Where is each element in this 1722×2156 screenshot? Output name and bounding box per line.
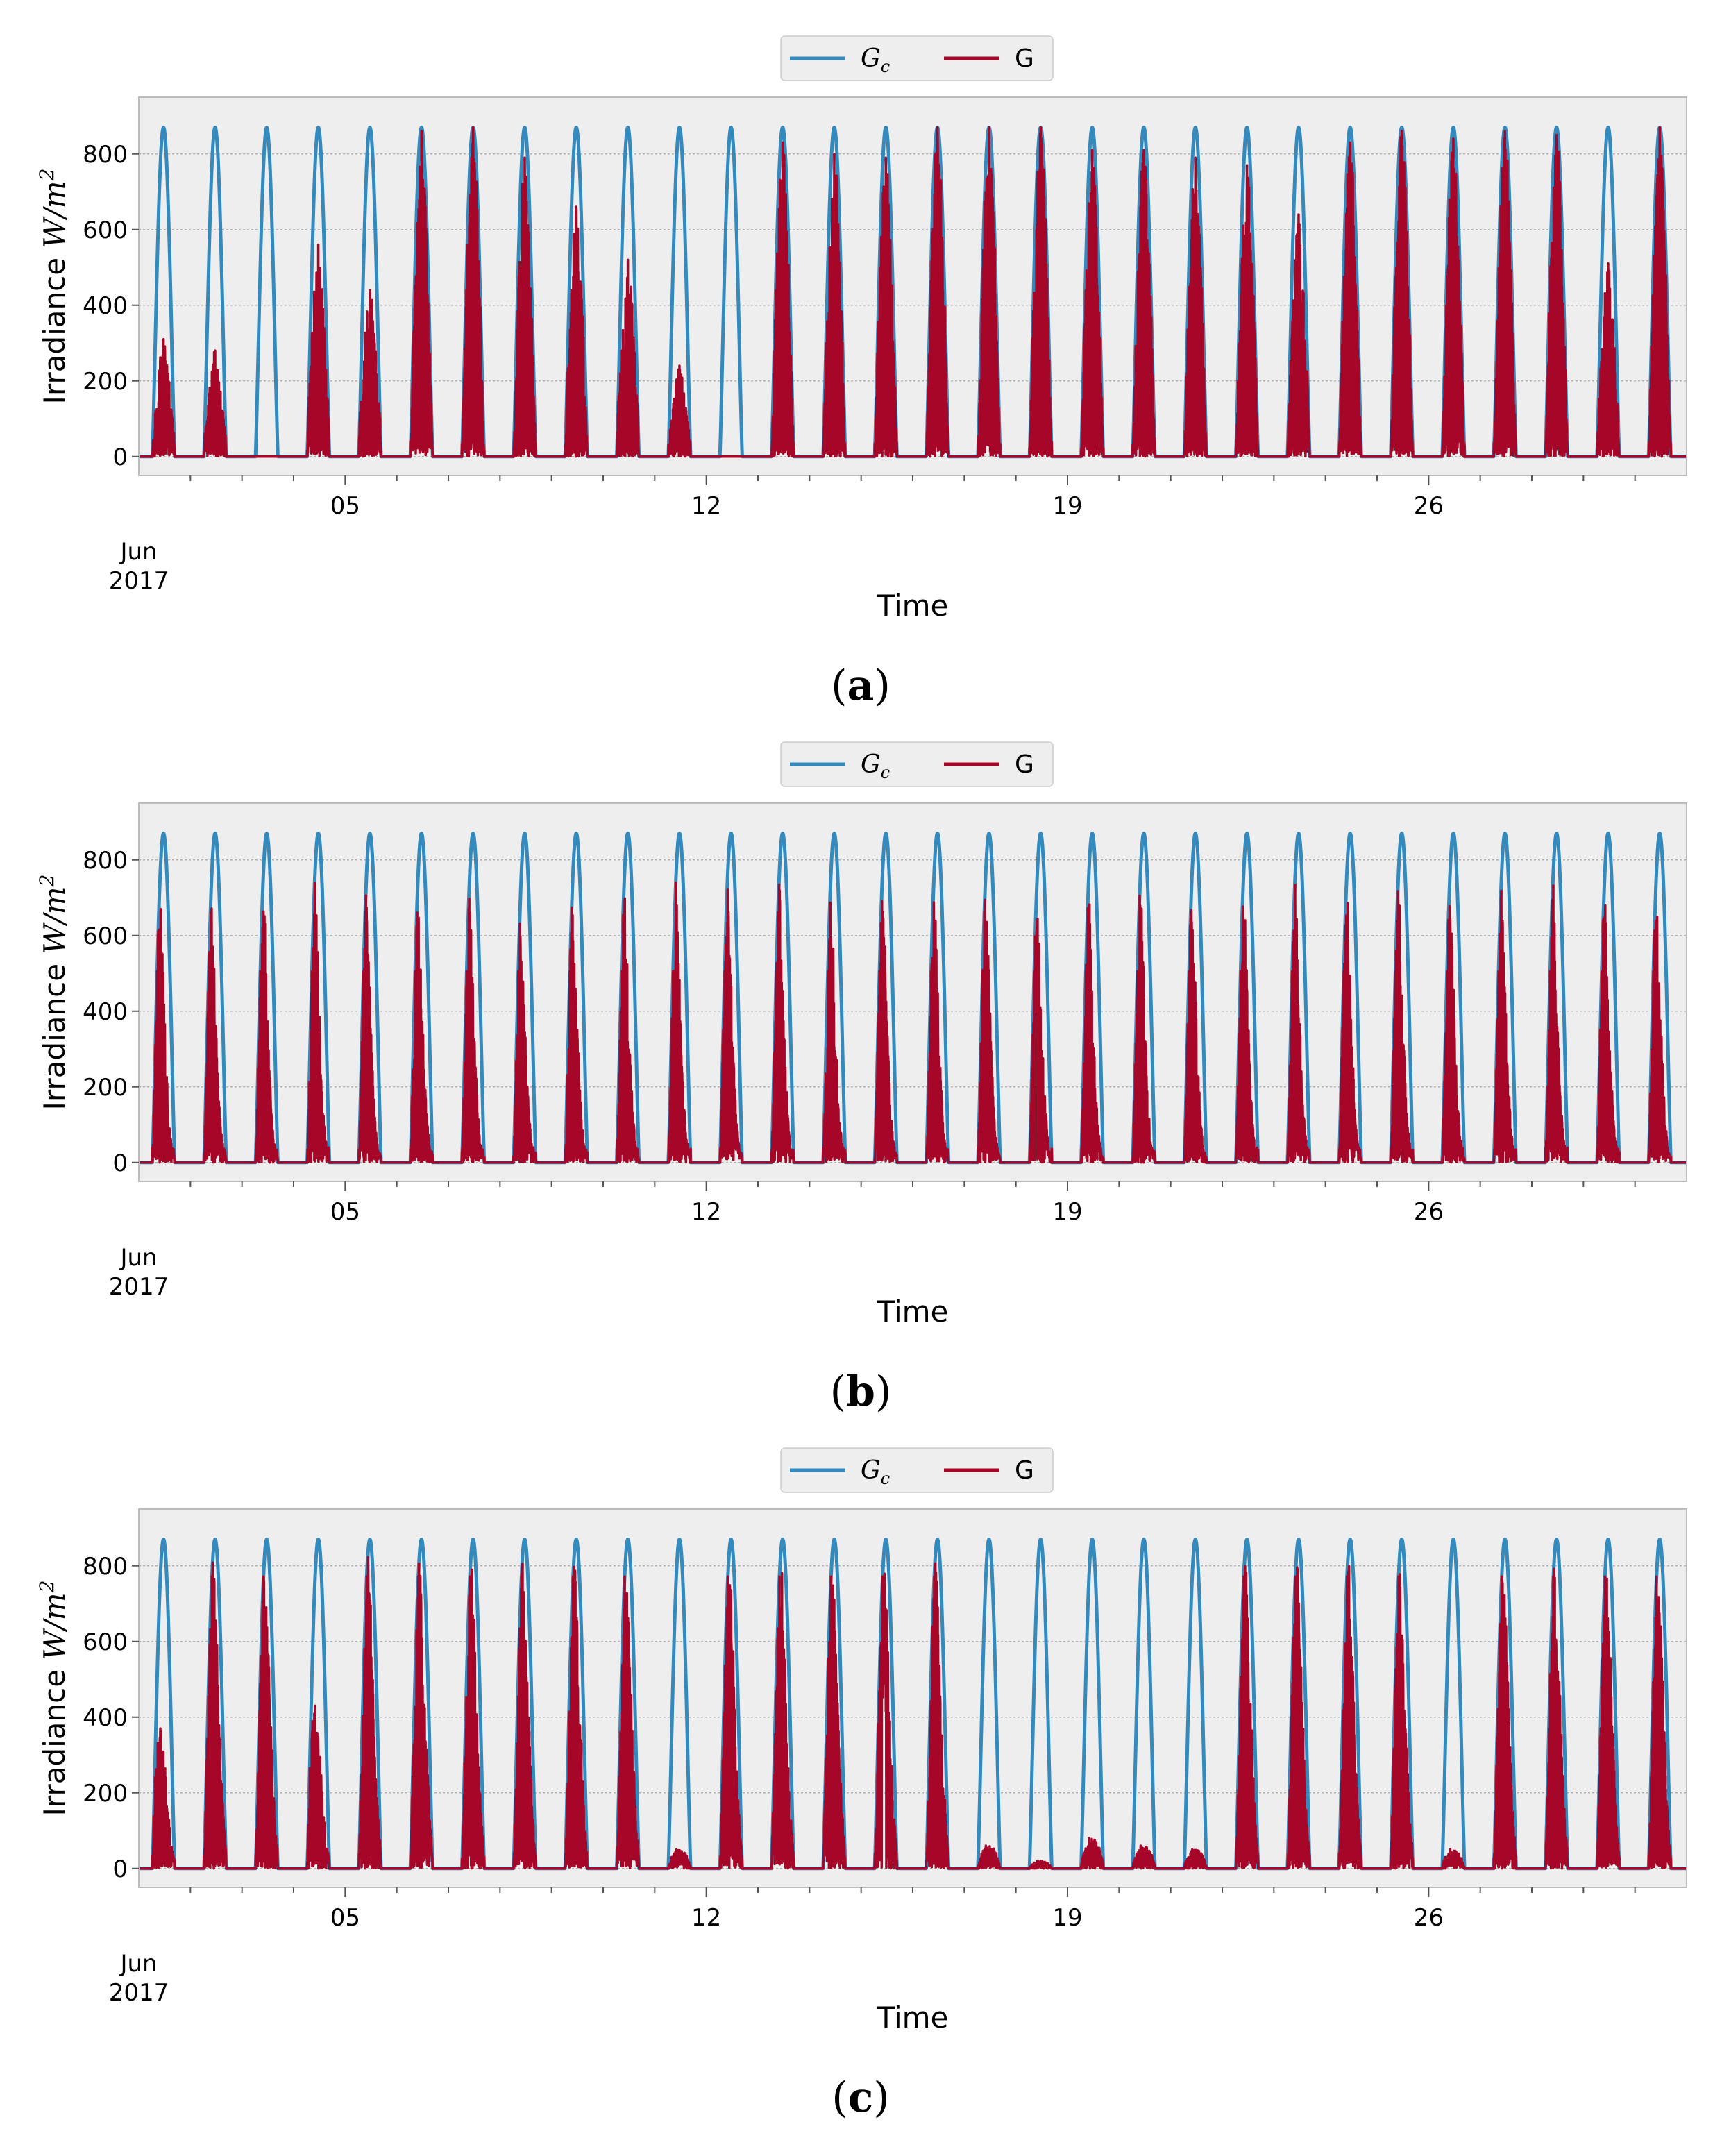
y-tick-label: 200 [83,1074,128,1102]
y-tick-label: 0 [112,1149,128,1177]
x-tick-label: 19 [1052,492,1082,520]
x-tick-label: 26 [1414,1904,1444,1932]
x-tick-label: 05 [330,1198,360,1226]
plot-area [139,1509,1687,1887]
x-tick-label: 12 [691,1904,721,1932]
x-tick-label: 12 [691,1198,721,1226]
legend-box [780,741,1054,787]
x-axis-label: Time [877,2001,949,2035]
legend-label-g: G [1015,1456,1034,1485]
x-axis-label: Time [877,589,949,623]
y-tick-label: 200 [83,368,128,396]
legend: Gc G [780,35,1054,81]
x-month-label: Jun [119,1950,157,1978]
legend-box [780,35,1054,81]
series-line-g [139,1556,1687,1870]
y-tick-label: 600 [83,1628,128,1656]
x-tick-label: 19 [1052,1198,1082,1226]
x-year-label: 2017 [109,1273,169,1301]
y-tick-label: 800 [83,1553,128,1581]
legend-label-g: G [1015,750,1034,779]
x-year-label: 2017 [109,1979,169,2007]
x-tick-label: 19 [1052,1904,1082,1932]
panel-caption: (b) [830,1367,892,1416]
x-tick-label: 26 [1414,1198,1444,1226]
y-axis-label: Irradiance W/m2 [35,169,71,405]
legend-label-gc: Gc [861,44,890,76]
legend: Gc G [780,741,1054,787]
series-line-g [139,882,1687,1164]
series-line-gc [139,832,1687,1165]
series-line-g [139,126,1687,458]
x-tick-label: 26 [1414,492,1444,520]
y-tick-label: 400 [83,1704,128,1732]
y-tick-label: 400 [83,998,128,1026]
panel-caption: (a) [831,662,890,710]
y-tick-label: 400 [83,292,128,320]
y-axis-label: Irradiance W/m2 [35,1581,71,1817]
x-tick-label: 05 [330,492,360,520]
x-tick-label: 12 [691,492,721,520]
y-tick-label: 200 [83,1780,128,1808]
panel-caption: (c) [832,2073,889,2122]
y-axis-label: Irradiance W/m2 [35,875,71,1111]
x-month-label: Jun [119,538,157,566]
plot-area [139,803,1687,1181]
y-tick-label: 600 [83,923,128,950]
y-tick-label: 600 [83,217,128,244]
legend: Gc G [780,1447,1054,1493]
x-tick-label: 05 [330,1904,360,1932]
x-month-label: Jun [119,1244,157,1272]
legend-label-gc: Gc [861,1456,890,1488]
y-tick-label: 800 [83,141,128,169]
x-year-label: 2017 [109,567,169,595]
plot-area [139,97,1687,475]
y-tick-label: 0 [112,444,128,471]
y-tick-label: 800 [83,847,128,875]
x-axis-label: Time [877,1295,949,1329]
legend-label-gc: Gc [861,750,890,782]
legend-box [780,1447,1054,1493]
y-tick-label: 0 [112,1855,128,1883]
legend-label-g: G [1015,44,1034,73]
